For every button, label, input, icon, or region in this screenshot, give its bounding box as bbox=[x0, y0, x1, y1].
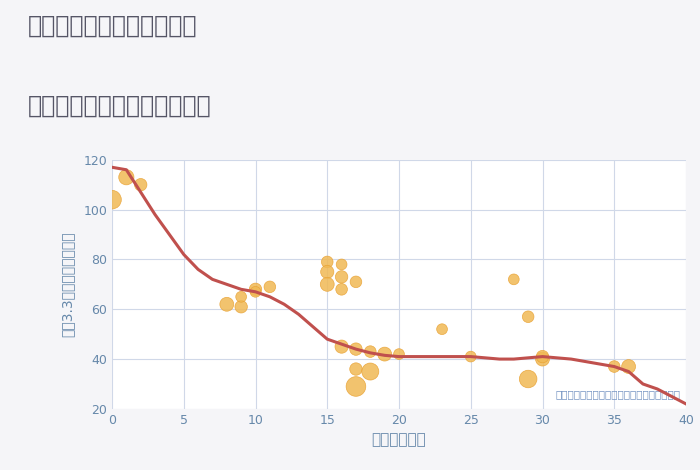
Point bbox=[336, 343, 347, 351]
Text: 円の大きさは、取引のあった物件面積を示す: 円の大きさは、取引のあった物件面積を示す bbox=[555, 389, 680, 399]
Point bbox=[537, 353, 548, 360]
Point bbox=[322, 258, 333, 266]
Point bbox=[106, 196, 118, 204]
Point bbox=[322, 281, 333, 288]
Point bbox=[120, 173, 132, 181]
Point bbox=[351, 278, 362, 286]
Point bbox=[508, 275, 519, 283]
X-axis label: 築年数（年）: 築年数（年） bbox=[372, 432, 426, 447]
Point bbox=[322, 268, 333, 275]
Point bbox=[336, 286, 347, 293]
Point bbox=[623, 363, 634, 370]
Point bbox=[523, 313, 534, 321]
Point bbox=[235, 303, 247, 311]
Point bbox=[265, 283, 276, 290]
Point bbox=[365, 348, 376, 355]
Point bbox=[221, 300, 232, 308]
Point bbox=[437, 325, 448, 333]
Point bbox=[537, 355, 548, 363]
Point bbox=[365, 368, 376, 375]
Point bbox=[608, 363, 620, 370]
Point bbox=[235, 293, 247, 301]
Y-axis label: 坪（3.3㎡）単価（万円）: 坪（3.3㎡）単価（万円） bbox=[61, 232, 75, 337]
Point bbox=[351, 365, 362, 373]
Point bbox=[523, 375, 534, 383]
Point bbox=[135, 181, 146, 188]
Point bbox=[393, 350, 405, 358]
Point bbox=[250, 286, 261, 293]
Text: 兵庫県姫路市夢前町莇野の: 兵庫県姫路市夢前町莇野の bbox=[28, 14, 197, 38]
Text: 築年数別中古マンション価格: 築年数別中古マンション価格 bbox=[28, 94, 211, 118]
Point bbox=[336, 273, 347, 281]
Point bbox=[379, 350, 391, 358]
Point bbox=[250, 288, 261, 296]
Point bbox=[351, 383, 362, 390]
Point bbox=[351, 345, 362, 353]
Point bbox=[336, 261, 347, 268]
Point bbox=[466, 353, 477, 360]
